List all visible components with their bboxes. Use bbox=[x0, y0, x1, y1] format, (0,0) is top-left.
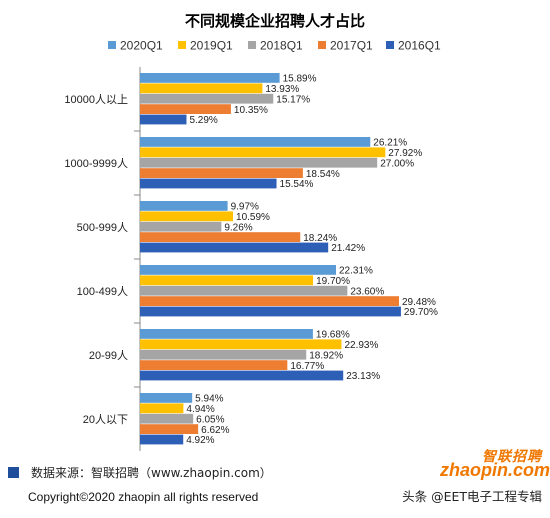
data-source-note: 数据来源：智联招聘（www.zhaopin.com） bbox=[8, 464, 272, 481]
value-label: 21.42% bbox=[331, 243, 365, 254]
value-label: 18.92% bbox=[309, 350, 343, 361]
value-label: 15.54% bbox=[280, 179, 314, 190]
value-label: 9.26% bbox=[224, 222, 252, 233]
bar-2016Q1 bbox=[140, 114, 187, 125]
category-label: 100-499人 bbox=[77, 285, 128, 298]
bar-2016Q1 bbox=[140, 242, 329, 253]
bar-2018Q1 bbox=[140, 349, 307, 360]
category-label: 1000-9999人 bbox=[64, 157, 128, 170]
value-label: 5.94% bbox=[195, 394, 223, 405]
legend-swatch-2017Q1 bbox=[318, 41, 326, 49]
bar-chart: 不同规模企业招聘人才占比 2020Q1 2019Q1 2018Q1 2017Q1 201… bbox=[64, 12, 441, 451]
bar-2016Q1 bbox=[140, 178, 277, 189]
bar-2020Q1 bbox=[140, 265, 337, 275]
value-label: 6.62% bbox=[201, 425, 229, 436]
legend-label-2016Q1: 2016Q1 bbox=[398, 39, 441, 53]
category-label: 20-99人 bbox=[89, 349, 128, 362]
bar-2017Q1 bbox=[140, 424, 199, 434]
value-label: 10.59% bbox=[236, 212, 270, 223]
category-label: 500-999人 bbox=[77, 221, 128, 234]
value-label: 6.05% bbox=[196, 414, 224, 425]
legend-swatch-2019Q1 bbox=[178, 41, 186, 49]
bar-2020Q1 bbox=[140, 73, 280, 83]
bar-2019Q1 bbox=[140, 147, 386, 158]
value-label: 5.29% bbox=[189, 115, 217, 126]
bar-2019Q1 bbox=[140, 339, 342, 350]
legend-label-2019Q1: 2019Q1 bbox=[190, 39, 233, 53]
value-label: 27.92% bbox=[388, 148, 422, 159]
bar-2018Q1 bbox=[140, 93, 274, 104]
watermark-text: 头条 @EET电子工程专辑 bbox=[402, 489, 542, 504]
legend-label-2017Q1: 2017Q1 bbox=[330, 39, 373, 53]
value-label: 13.93% bbox=[265, 84, 299, 95]
value-label: 9.97% bbox=[231, 202, 259, 213]
bar-2020Q1 bbox=[140, 201, 228, 211]
bar-2020Q1 bbox=[140, 329, 313, 339]
value-label: 4.92% bbox=[186, 435, 214, 446]
legend-swatch-2018Q1 bbox=[248, 41, 256, 49]
legend-label-2020Q1: 2020Q1 bbox=[120, 39, 163, 53]
value-label: 23.60% bbox=[350, 286, 384, 297]
category-label: 20人以下 bbox=[83, 413, 128, 426]
value-label: 19.68% bbox=[316, 330, 350, 341]
value-label: 19.70% bbox=[316, 276, 350, 287]
chart-title: 不同规模企业招聘人才占比 bbox=[185, 12, 365, 30]
value-label: 15.17% bbox=[276, 94, 310, 105]
value-label: 26.21% bbox=[373, 138, 407, 149]
value-label: 22.93% bbox=[344, 340, 378, 351]
value-label: 18.54% bbox=[306, 169, 340, 180]
copyright-text: Copyright©2020 zhaopin all rights reserv… bbox=[28, 490, 259, 504]
legend-swatch-2020Q1 bbox=[108, 41, 116, 49]
bar-2017Q1 bbox=[140, 296, 400, 306]
bar-2018Q1 bbox=[140, 413, 194, 424]
value-label: 29.48% bbox=[402, 297, 436, 308]
logo-english-text: zhaopin.com bbox=[440, 460, 550, 480]
value-label: 4.94% bbox=[186, 404, 214, 415]
zhaopin-logo: 智联招聘 zhaopin.com bbox=[440, 446, 550, 484]
legend-swatch-2016Q1 bbox=[386, 41, 394, 49]
bar-2020Q1 bbox=[140, 137, 371, 147]
logo-chinese-text: 智联招聘 bbox=[482, 449, 542, 465]
value-label: 23.13% bbox=[346, 371, 380, 382]
bar-2019Q1 bbox=[140, 403, 184, 414]
bar-2017Q1 bbox=[140, 232, 301, 242]
bar-2016Q1 bbox=[140, 434, 184, 445]
category-dividers bbox=[134, 130, 140, 388]
category-label: 10000人以上 bbox=[64, 93, 128, 106]
bar-2016Q1 bbox=[140, 370, 344, 381]
bar-2019Q1 bbox=[140, 83, 263, 94]
bar-2018Q1 bbox=[140, 221, 222, 232]
chart-legend: 2020Q1 2019Q1 2018Q1 2017Q1 2016Q1 bbox=[108, 39, 441, 53]
bar-2018Q1 bbox=[140, 157, 378, 168]
bar-2016Q1 bbox=[140, 306, 401, 317]
bars-group: 15.89%13.93%15.17% 10.35% 5.29% 26.21%27.92… bbox=[140, 73, 438, 446]
bar-2017Q1 bbox=[140, 104, 231, 114]
bar-2017Q1 bbox=[140, 360, 288, 370]
bar-2020Q1 bbox=[140, 393, 193, 403]
bar-2019Q1 bbox=[140, 275, 314, 286]
legend-label-2018Q1: 2018Q1 bbox=[260, 39, 303, 53]
value-label: 18.24% bbox=[303, 233, 337, 244]
value-label: 10.35% bbox=[234, 105, 268, 116]
source-marker-icon bbox=[8, 467, 19, 478]
bar-2019Q1 bbox=[140, 211, 234, 222]
value-label: 15.89% bbox=[283, 74, 317, 85]
value-label: 27.00% bbox=[380, 158, 414, 169]
category-labels: 10000人以上 1000-9999人 500-999人 100-499人 20-99人… bbox=[64, 93, 128, 426]
bar-2018Q1 bbox=[140, 285, 348, 296]
bar-2017Q1 bbox=[140, 168, 303, 178]
value-label: 29.70% bbox=[404, 307, 438, 318]
data-source-text: 数据来源：智联招聘（www.zhaopin.com） bbox=[31, 466, 272, 480]
value-label: 16.77% bbox=[290, 361, 324, 372]
value-label: 22.31% bbox=[339, 266, 373, 277]
